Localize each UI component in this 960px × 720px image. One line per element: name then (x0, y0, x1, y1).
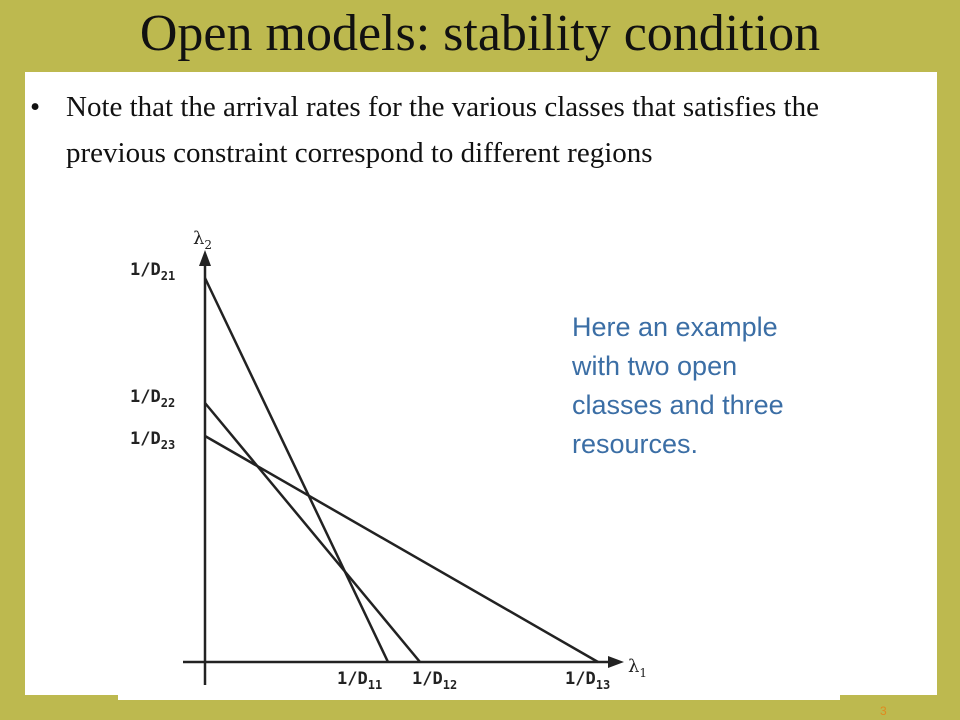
axes (183, 262, 612, 685)
x-axis-label: λ1 (628, 656, 647, 680)
x-label: 1/D12 (412, 669, 457, 692)
bullet-dot: • (30, 91, 41, 123)
y-arrow (199, 250, 211, 266)
y-label: 1/D21 (130, 260, 175, 283)
y-axis-label: λ2 (193, 228, 212, 252)
constraint-line (204, 434, 599, 664)
note-line: classes and three (572, 390, 784, 420)
x-label: 1/D11 (337, 669, 382, 692)
note-line: Here an example (572, 312, 778, 342)
constraint-line (203, 277, 390, 663)
diagram-bg (118, 215, 840, 700)
x-label: 1/D13 (565, 669, 610, 692)
page-number: 3 (880, 704, 887, 718)
y-label: 1/D22 (130, 387, 175, 410)
y-label: 1/D23 (130, 429, 175, 452)
constraint-lines (203, 277, 599, 664)
bullet-text: Note that the arrival rates for the vari… (66, 91, 819, 169)
note-line: resources. (572, 429, 698, 459)
slide-title: Open models: stability condition (139, 5, 821, 62)
note-line: with two open (571, 351, 737, 381)
constraint-line (204, 402, 421, 663)
x-arrow (608, 656, 624, 668)
